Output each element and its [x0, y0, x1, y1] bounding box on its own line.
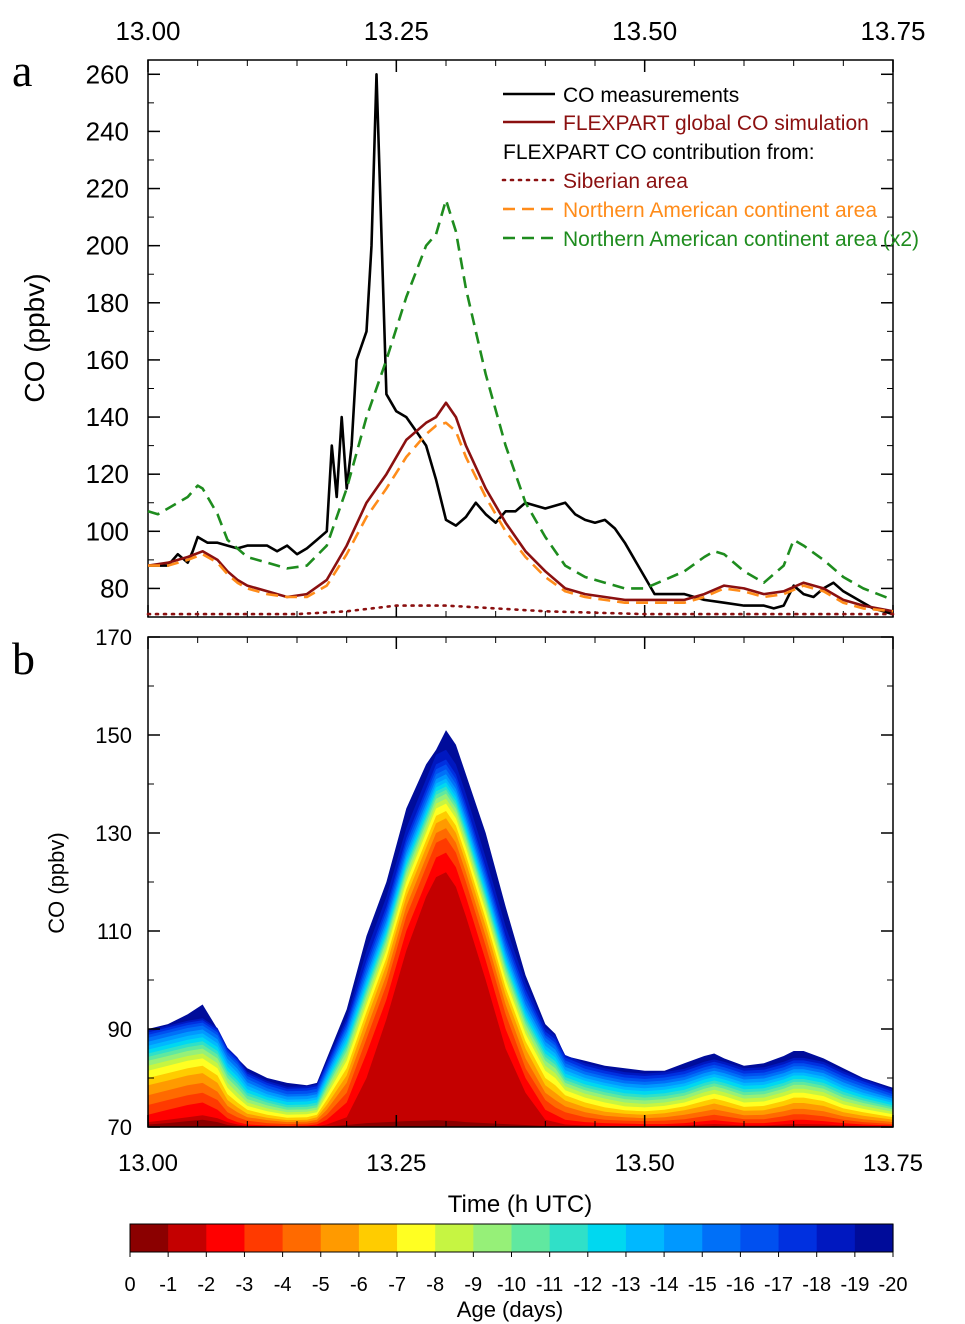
colorbar-swatch	[282, 1224, 322, 1252]
y-tick-label-a: 80	[100, 573, 129, 603]
colorbar-tick-label: -8	[426, 1274, 444, 1296]
colorbar-tick-label: -17	[764, 1274, 793, 1296]
panel-a: 13.00 13.25 13.50 13.75 80 100 120 140 160 180 200…	[19, 16, 926, 618]
colorbar-tick-label: -1	[159, 1274, 177, 1296]
series-line	[147, 198, 894, 602]
colorbar: 0 -1 -2 -3 -4 -5 -6 -7 -8 -9 -10 -11 -12 -13 -14 -15 -16…	[124, 1223, 908, 1322]
colorbar-tick-label: 0	[124, 1274, 135, 1296]
legend-header: FLEXPART CO contribution from:	[503, 141, 815, 164]
legend-label: Northern American continent area (x2)	[563, 228, 919, 251]
series-line	[146, 604, 895, 616]
x-tick-label-b: 13.50	[615, 1150, 675, 1177]
y-tick-label-a: 120	[86, 459, 129, 489]
colorbar-swatch	[549, 1224, 589, 1252]
colorbar-swatch	[587, 1224, 627, 1252]
colorbar-swatch	[168, 1224, 207, 1252]
colorbar-swatch	[854, 1224, 894, 1252]
colorbar-tick-label: -16	[726, 1274, 755, 1296]
legend-label: Northern American continent area	[563, 199, 877, 222]
colorbar-tick-label: -4	[274, 1274, 292, 1296]
series-line	[147, 401, 894, 613]
colorbar-swatch	[816, 1224, 856, 1252]
colorbar-tick-label: -11	[536, 1274, 563, 1296]
colorbar-tick-label: -5	[312, 1274, 330, 1296]
colorbar-tick-label: -19	[840, 1274, 869, 1296]
series-line	[148, 421, 894, 613]
plot-frame-a	[147, 59, 894, 618]
x-tick-label-a: 13.00	[115, 16, 180, 46]
colorbar-tick-label: -12	[573, 1274, 602, 1296]
y-tick-label-a: 140	[86, 402, 129, 432]
colorbar-tick-label: -9	[464, 1274, 482, 1296]
y-tick-label-a: 240	[86, 116, 129, 146]
x-tick-label-b: 13.25	[366, 1150, 426, 1177]
y-tick-label-a: 160	[86, 345, 129, 375]
colorbar-tick-label: -20	[879, 1274, 908, 1296]
colorbar-swatch	[625, 1224, 665, 1252]
colorbar-tick-label: -14	[650, 1274, 679, 1296]
age-band-area	[148, 852, 893, 1127]
y-tick-label-a: 180	[86, 288, 129, 318]
colorbar-swatch	[244, 1224, 284, 1252]
y-axis-label-b: CO (ppbv)	[44, 832, 69, 933]
legend-label: FLEXPART global CO simulation	[563, 112, 869, 135]
y-tick-label-b: 70	[108, 1115, 132, 1140]
colorbar-swatch	[358, 1224, 398, 1252]
x-tick-label-b: 13.75	[863, 1150, 923, 1177]
colorbar-swatch	[206, 1224, 246, 1252]
x-tick-label-b: 13.00	[118, 1150, 178, 1177]
colorbar-swatch	[435, 1224, 474, 1252]
y-tick-label-b: 170	[95, 625, 132, 650]
y-tick-label-a: 260	[86, 59, 129, 89]
colorbar-tick-label: -7	[388, 1274, 406, 1296]
colorbar-tick-label: -13	[612, 1274, 641, 1296]
y-tick-label-b: 130	[95, 821, 132, 846]
y-tick-label-a: 100	[86, 516, 129, 546]
y-tick-label-a: 200	[86, 231, 129, 261]
colorbar-swatch	[511, 1224, 551, 1252]
panel-label-b: b	[12, 633, 35, 684]
colorbar-tick-label: -2	[197, 1274, 215, 1296]
colorbar-tick-label: -15	[688, 1274, 717, 1296]
x-tick-label-a: 13.75	[860, 16, 925, 46]
colorbar-swatch	[664, 1224, 703, 1252]
y-tick-label-b: 110	[97, 919, 132, 944]
x-tick-label-a: 13.25	[364, 16, 429, 46]
legend-label: CO measurements	[563, 84, 739, 107]
y-tick-label-b: 150	[95, 723, 132, 748]
colorbar-swatch	[740, 1224, 780, 1252]
colorbar-swatch	[130, 1224, 169, 1252]
panel-label-a: a	[12, 45, 32, 96]
colorbar-swatch	[473, 1224, 513, 1252]
colorbar-swatch	[702, 1224, 741, 1252]
colorbar-swatch	[320, 1224, 360, 1252]
series-line	[148, 73, 894, 616]
x-axis-label-b: Time (h UTC)	[448, 1191, 592, 1218]
colorbar-tick-label: -10	[497, 1274, 526, 1296]
y-axis-label-a: CO (ppbv)	[19, 273, 50, 402]
colorbar-tick-label: -6	[350, 1274, 368, 1296]
y-tick-label-a: 220	[86, 174, 129, 204]
y-tick-label-b: 90	[108, 1017, 132, 1042]
colorbar-tick-label: -3	[236, 1274, 254, 1296]
colorbar-swatch	[778, 1224, 818, 1252]
colorbar-swatch	[397, 1224, 436, 1252]
colorbar-tick-label: -18	[802, 1274, 831, 1296]
panel-b: 13.00 13.25 13.50 13.75 70 90 110 130 150 170 CO (…	[44, 625, 923, 1218]
legend-label: Siberian area	[563, 170, 688, 193]
colorbar-label: Age (days)	[457, 1297, 563, 1322]
x-tick-label-a: 13.50	[612, 16, 677, 46]
